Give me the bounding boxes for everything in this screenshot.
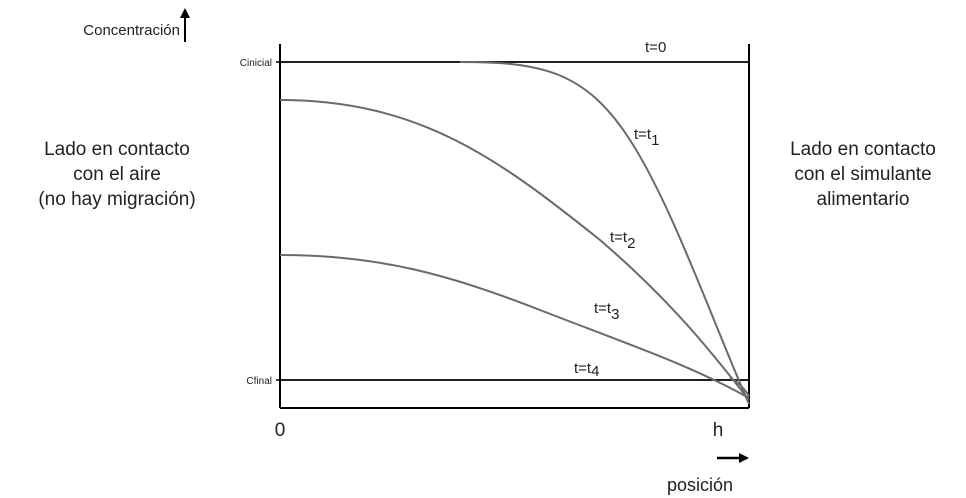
y-axis-label: Concentración: [83, 22, 180, 39]
curve-t3: [279, 254, 750, 399]
food-simulant-line-1: Lado en contacto: [790, 139, 936, 160]
x-origin-label: 0: [275, 420, 286, 441]
food-simulant-side-label: Lado en contacto con el simulante alimen…: [760, 137, 966, 212]
x-axis-label: posición: [667, 475, 733, 495]
curve-label-t1: t=t1: [634, 126, 659, 149]
curve-t4: [729, 377, 750, 397]
food-simulant-line-2: con el simulante: [794, 164, 932, 185]
air-contact-line-2: con el aire: [73, 164, 161, 185]
curve-t1: [459, 61, 750, 405]
x-end-label: h: [713, 420, 724, 441]
air-contact-line-3: (no hay migración): [38, 189, 196, 210]
food-simulant-line-3: alimentario: [816, 189, 910, 210]
curve-label-t3: t=t3: [594, 300, 619, 323]
curve-label-t4: t=t4: [574, 360, 599, 380]
c-final-label: Cfinal: [246, 376, 272, 387]
curve-label-t2: t=t2: [610, 229, 635, 252]
air-contact-line-1: Lado en contacto: [44, 139, 190, 160]
air-contact-side-label: Lado en contacto con el aire (no hay mig…: [2, 137, 232, 212]
curve-t2: [279, 99, 750, 401]
c-initial-label: Cinicial: [240, 58, 272, 69]
curve-label-t0: t=0: [645, 39, 666, 56]
